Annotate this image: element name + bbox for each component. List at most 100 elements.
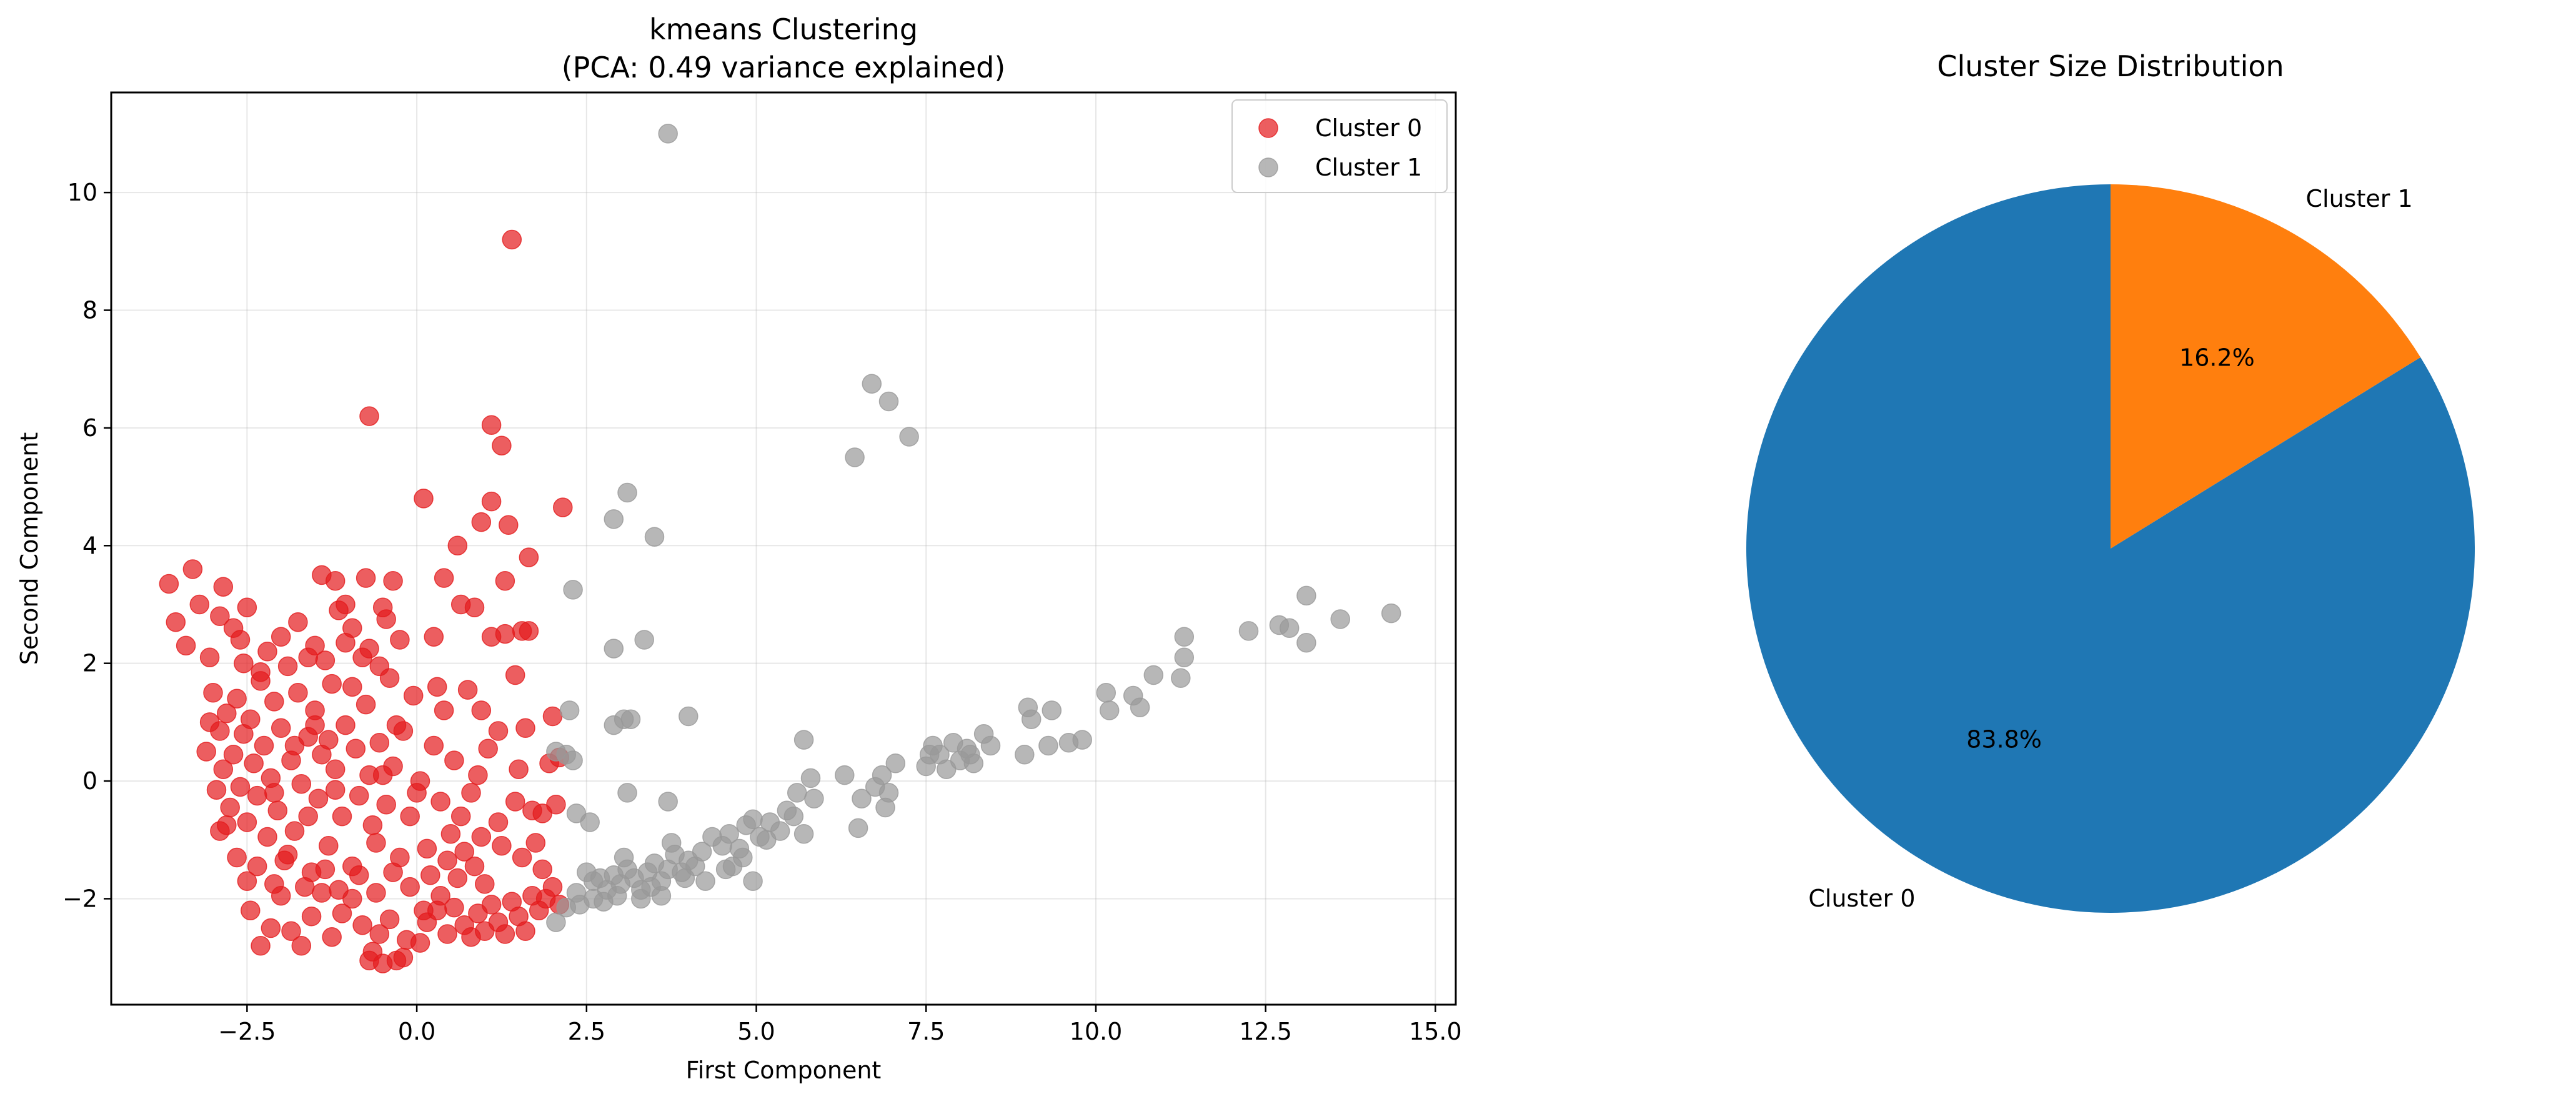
cluster-0-point xyxy=(336,715,356,735)
cluster-0-point xyxy=(444,897,464,918)
pie-slice-cluster-0 xyxy=(1746,184,2475,913)
cluster-0-point xyxy=(329,880,349,900)
cluster-0-point xyxy=(434,700,454,720)
cluster-0-point xyxy=(457,680,478,700)
x-tick-label: 0.0 xyxy=(398,1018,435,1045)
cluster-0-point xyxy=(410,933,430,953)
cluster-0-point xyxy=(407,783,427,803)
pie-slice-label: Cluster 0 xyxy=(1808,885,1915,912)
cluster-0-point xyxy=(234,724,254,744)
cluster-0-point xyxy=(495,924,515,944)
cluster-0-point xyxy=(342,677,362,697)
cluster-1-point xyxy=(878,391,899,412)
cluster-1-point xyxy=(1238,621,1259,641)
cluster-0-point xyxy=(322,674,342,694)
cluster-0-point xyxy=(251,662,271,682)
cluster-0-point xyxy=(454,842,474,862)
cluster-1-point xyxy=(757,830,777,850)
cluster-0-point xyxy=(189,594,210,615)
cluster-0-point xyxy=(257,642,277,662)
cluster-0-point xyxy=(234,653,254,674)
cluster-0-point xyxy=(199,647,220,668)
cluster-1-point xyxy=(1042,700,1062,720)
cluster-0-point xyxy=(230,630,251,650)
cluster-1-point xyxy=(719,824,739,844)
cluster-0-point xyxy=(220,797,240,818)
y-tick-label: 4 xyxy=(82,532,97,559)
cluster-1-point xyxy=(783,806,804,827)
pie-slice-label: Cluster 1 xyxy=(2306,185,2413,212)
cluster-0-point xyxy=(553,497,573,517)
cluster-0-point xyxy=(414,489,434,509)
cluster-1-point xyxy=(661,833,682,853)
cluster-0-point xyxy=(237,812,257,832)
cluster-0-point xyxy=(499,515,519,535)
cluster-0-point xyxy=(372,765,393,785)
cluster-0-point xyxy=(515,921,535,942)
scatter-title: kmeans Clustering xyxy=(649,12,918,46)
cluster-1-point xyxy=(607,885,627,906)
cluster-1-point xyxy=(644,527,665,547)
cluster-0-point xyxy=(251,936,271,956)
cluster-0-point xyxy=(519,547,539,567)
cluster-0-point xyxy=(369,733,390,753)
cluster-0-point xyxy=(241,900,261,921)
cluster-1-point xyxy=(634,630,654,650)
cluster-1-point xyxy=(692,842,712,862)
cluster-0-point xyxy=(427,677,447,697)
cluster-1-point xyxy=(556,897,576,918)
cluster-0-point xyxy=(515,718,535,738)
scatter-plot-frame xyxy=(110,91,1457,1006)
cluster-0-point xyxy=(403,685,424,706)
cluster-0-point xyxy=(298,647,318,668)
cluster-0-point xyxy=(264,874,284,894)
cluster-0-point xyxy=(492,435,512,455)
cluster-0-point xyxy=(284,735,305,756)
cluster-0-point xyxy=(217,703,237,724)
cluster-1-point xyxy=(679,706,699,727)
cluster-1-point xyxy=(845,447,865,467)
cluster-0-point xyxy=(308,788,329,809)
cluster-1-point xyxy=(604,639,624,659)
cluster-1-point xyxy=(566,883,587,903)
cluster-0-point xyxy=(362,815,383,835)
cluster-1-point xyxy=(1096,683,1116,703)
cluster-1-point xyxy=(617,482,637,503)
scatter-x-ticks: −2.5 0.0 2.5 5.0 7.5 10.0 12.5 15.0 xyxy=(218,1005,1462,1045)
cluster-1-point xyxy=(1015,744,1035,765)
cluster-0-point xyxy=(420,865,440,885)
cluster-0-point xyxy=(532,859,552,880)
cluster-1-point xyxy=(1381,603,1401,624)
cluster-0-point xyxy=(509,759,529,779)
cluster-0-point xyxy=(488,721,509,741)
cluster-0-point xyxy=(440,824,461,844)
cluster-0-point xyxy=(369,656,390,677)
cluster-1-point xyxy=(604,509,624,529)
cluster-1-point xyxy=(835,765,855,785)
y-tick-label: −2 xyxy=(62,885,97,912)
cluster-1-point xyxy=(875,797,895,818)
cluster-0-point xyxy=(369,924,390,944)
cluster-1-point xyxy=(848,818,868,838)
cluster-0-point xyxy=(217,815,237,835)
cluster-0-point xyxy=(257,827,277,847)
cluster-0-point xyxy=(305,715,325,735)
cluster-1-point xyxy=(1279,618,1300,638)
cluster-1-point xyxy=(1171,668,1191,688)
cluster-0-point xyxy=(237,871,257,891)
x-tick-label: 7.5 xyxy=(907,1018,945,1045)
y-tick-label: 0 xyxy=(82,767,97,795)
cluster-0-point xyxy=(271,718,291,738)
cluster-1-point xyxy=(1021,709,1042,729)
cluster-0-point xyxy=(298,806,318,827)
cluster-0-point xyxy=(325,780,346,800)
cluster-0-point xyxy=(295,877,315,897)
cluster-0-point xyxy=(424,627,444,647)
cluster-0-point xyxy=(390,630,410,650)
cluster-1-point xyxy=(743,809,763,830)
cluster-0-point xyxy=(159,574,179,594)
cluster-0-point xyxy=(213,759,234,779)
cluster-0-point xyxy=(400,806,420,827)
scatter-x-axis-label: First Component xyxy=(686,1057,882,1084)
